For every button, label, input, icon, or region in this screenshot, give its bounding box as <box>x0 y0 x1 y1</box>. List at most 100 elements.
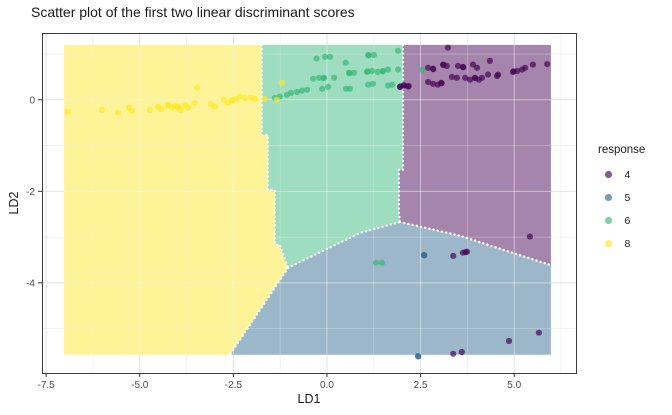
decision-region-5 <box>229 221 551 355</box>
data-point <box>252 95 259 102</box>
data-point <box>114 109 122 116</box>
region-boundary <box>398 220 552 267</box>
decision-region-6 <box>261 44 403 268</box>
legend: response 4 5 6 8 <box>592 144 645 255</box>
data-point <box>429 80 437 87</box>
data-point <box>350 69 357 76</box>
data-point <box>365 52 372 59</box>
data-point <box>395 66 402 73</box>
region-boundary <box>286 220 402 269</box>
data-point <box>474 64 481 71</box>
data-point <box>486 57 493 64</box>
data-point <box>146 106 153 113</box>
data-point <box>184 104 192 111</box>
data-point <box>128 107 135 114</box>
series-8 <box>64 79 286 116</box>
data-point <box>316 74 323 81</box>
region-boundary <box>260 43 290 269</box>
series-6 <box>271 47 426 266</box>
x-tick-label: 2.5 <box>414 380 428 391</box>
data-point <box>320 75 327 82</box>
data-point <box>450 252 457 259</box>
decision-region-8 <box>64 44 289 355</box>
data-point <box>313 55 320 62</box>
data-point <box>425 78 432 86</box>
x-axis-title: LD1 <box>297 392 321 406</box>
legend-label: 4 <box>624 168 631 181</box>
data-point <box>370 51 377 59</box>
data-point <box>374 68 381 75</box>
data-point <box>526 233 534 240</box>
data-point <box>191 99 198 107</box>
legend-label: 6 <box>624 214 631 227</box>
data-point <box>478 74 486 81</box>
data-point <box>419 66 426 73</box>
data-point <box>331 74 338 81</box>
region-boundary <box>397 43 405 224</box>
data-point <box>389 81 396 88</box>
data-point <box>430 66 437 73</box>
legend-item-5: 5 <box>592 186 645 209</box>
data-point <box>298 87 305 94</box>
data-point <box>493 72 501 80</box>
y-tick-label: -4 <box>26 278 35 289</box>
data-point <box>304 86 311 93</box>
legend-item-8: 8 <box>592 232 645 255</box>
data-point <box>287 89 295 96</box>
legend-dot-icon <box>605 217 612 224</box>
data-point <box>98 106 105 113</box>
data-point <box>346 70 353 77</box>
data-point <box>379 68 386 75</box>
data-point <box>372 259 380 266</box>
legend-item-6: 6 <box>592 209 645 232</box>
y-tick-label: -2 <box>26 187 35 198</box>
data-point <box>369 80 377 87</box>
data-point <box>64 108 71 115</box>
data-point <box>535 329 543 336</box>
tick-labels: -7.5 -5.0 -2.5 0.0 2.5 5.0 0 -2 -4 <box>26 95 522 391</box>
data-point <box>529 61 537 68</box>
data-point <box>544 61 551 68</box>
legend-item-4: 4 <box>592 163 645 186</box>
x-tick-label: -2.5 <box>225 380 243 391</box>
region-boundaries <box>228 43 552 356</box>
data-point <box>505 337 513 345</box>
plot-title: Scatter plot of the first two linear dis… <box>31 4 355 20</box>
data-point <box>158 105 165 113</box>
data-point <box>466 76 474 83</box>
x-tick-label: -7.5 <box>38 380 56 391</box>
legend-dot-icon <box>605 240 612 247</box>
data-point <box>444 44 451 51</box>
data-point <box>365 81 372 88</box>
data-point <box>462 249 469 256</box>
data-point <box>438 80 445 87</box>
region-boundary <box>228 266 290 356</box>
legend-dot-icon <box>605 194 612 201</box>
data-point <box>453 74 460 81</box>
legend-label: 8 <box>624 237 631 250</box>
x-tick-label: 0.0 <box>320 380 334 391</box>
data-point <box>395 47 402 54</box>
data-point <box>326 53 334 60</box>
data-point <box>177 106 184 113</box>
data-point <box>346 85 353 92</box>
legend-label: 5 <box>624 191 631 204</box>
panel-border <box>42 33 577 374</box>
data-point <box>425 64 432 71</box>
data-point <box>319 85 326 92</box>
data-point <box>450 350 457 357</box>
y-axis-title: LD2 <box>7 191 21 215</box>
y-tick-label: 0 <box>29 95 35 106</box>
data-point <box>273 96 280 103</box>
axis-ticks <box>38 99 515 377</box>
gridlines-over-regions <box>64 44 551 355</box>
data-point <box>458 348 465 356</box>
data-point <box>342 59 349 66</box>
data-point <box>278 79 286 86</box>
data-point <box>237 93 244 100</box>
series-4 <box>396 44 551 357</box>
data-point <box>384 66 392 73</box>
data-point <box>293 88 301 96</box>
legend-items: 4 5 6 8 <box>592 163 645 255</box>
